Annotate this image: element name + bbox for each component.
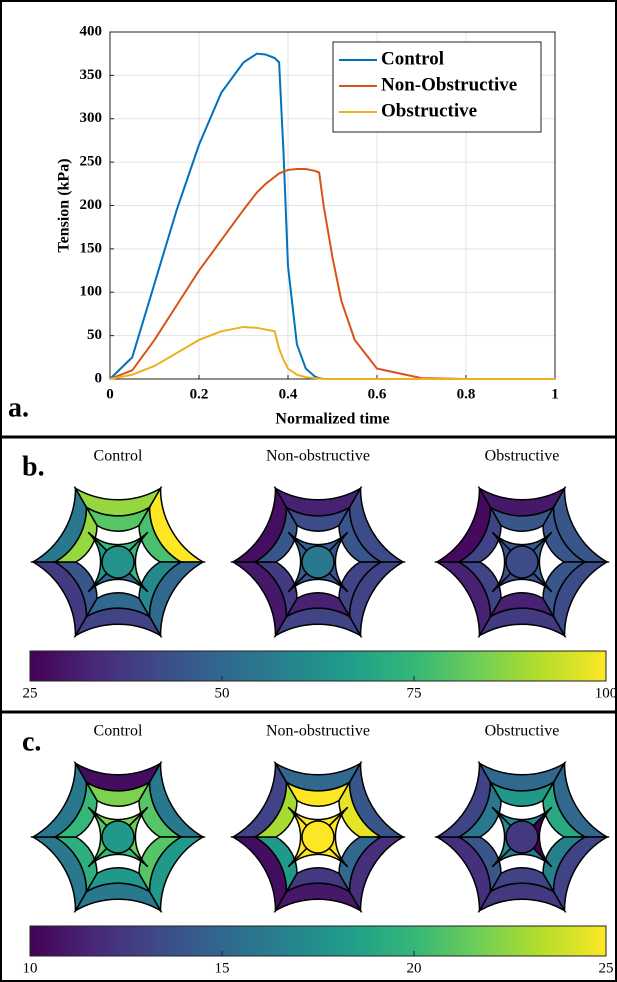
panel-label: a.	[8, 392, 29, 423]
colorbar-tick-label: 25	[599, 960, 614, 976]
y-tick-label: 300	[80, 110, 103, 126]
x-tick-label: 0.8	[457, 386, 476, 402]
bullseye-title: Control	[94, 723, 143, 740]
legend-label: Obstructive	[381, 100, 477, 121]
bullseye-title: Non-obstructive	[266, 448, 370, 465]
x-tick-label: 1	[551, 386, 559, 402]
panel-label: c.	[22, 726, 41, 757]
segment	[252, 779, 298, 838]
series-line	[109, 168, 555, 380]
bullseye-title: Obstructive	[485, 448, 560, 465]
y-tick-label: 50	[87, 327, 102, 343]
y-tick-label: 400	[80, 23, 103, 39]
colorbar	[29, 925, 607, 957]
apex-segment	[101, 820, 135, 854]
legend-label: Non-Obstructive	[381, 74, 517, 95]
segment	[52, 779, 98, 838]
y-tick-label: 0	[95, 370, 103, 386]
legend-label: Control	[381, 48, 444, 69]
segment	[52, 504, 98, 563]
x-tick-label: 0.2	[190, 386, 209, 402]
bullseye-title: Non-obstructive	[266, 723, 370, 740]
x-tick-label: 0	[106, 386, 114, 402]
x-tick-label: 0.6	[368, 386, 387, 402]
segment	[456, 504, 502, 563]
y-tick-label: 150	[80, 240, 103, 256]
apex-segment	[505, 820, 539, 854]
colorbar-tick-label: 25	[23, 685, 38, 701]
colorbar-tick-label: 20	[407, 960, 422, 976]
y-tick-label: 100	[80, 284, 103, 300]
bullseye-title: Obstructive	[485, 723, 560, 740]
segment	[456, 779, 502, 838]
colorbar-tick-label: 75	[407, 685, 422, 701]
y-tick-label: 200	[80, 197, 103, 213]
segment	[252, 504, 298, 563]
series-line	[109, 325, 555, 380]
colorbar-tick-label: 100	[595, 685, 617, 701]
colorbar	[29, 650, 607, 682]
apex-segment	[505, 545, 539, 579]
bullseye-title: Control	[94, 448, 143, 465]
colorbar-tick-label: 15	[215, 960, 230, 976]
x-axis-label: Normalized time	[275, 411, 389, 428]
y-tick-label: 250	[80, 154, 103, 170]
apex-segment	[101, 545, 135, 579]
x-tick-label: 0.4	[279, 386, 298, 402]
apex-segment	[301, 545, 335, 579]
apex-segment	[301, 820, 335, 854]
legend-box	[332, 41, 542, 133]
y-tick-label: 350	[80, 67, 103, 83]
colorbar-tick-label: 10	[23, 960, 38, 976]
panel-label: b.	[22, 451, 45, 482]
colorbar-tick-label: 50	[215, 685, 230, 701]
y-axis-label: Tension (kPa)	[56, 158, 73, 252]
